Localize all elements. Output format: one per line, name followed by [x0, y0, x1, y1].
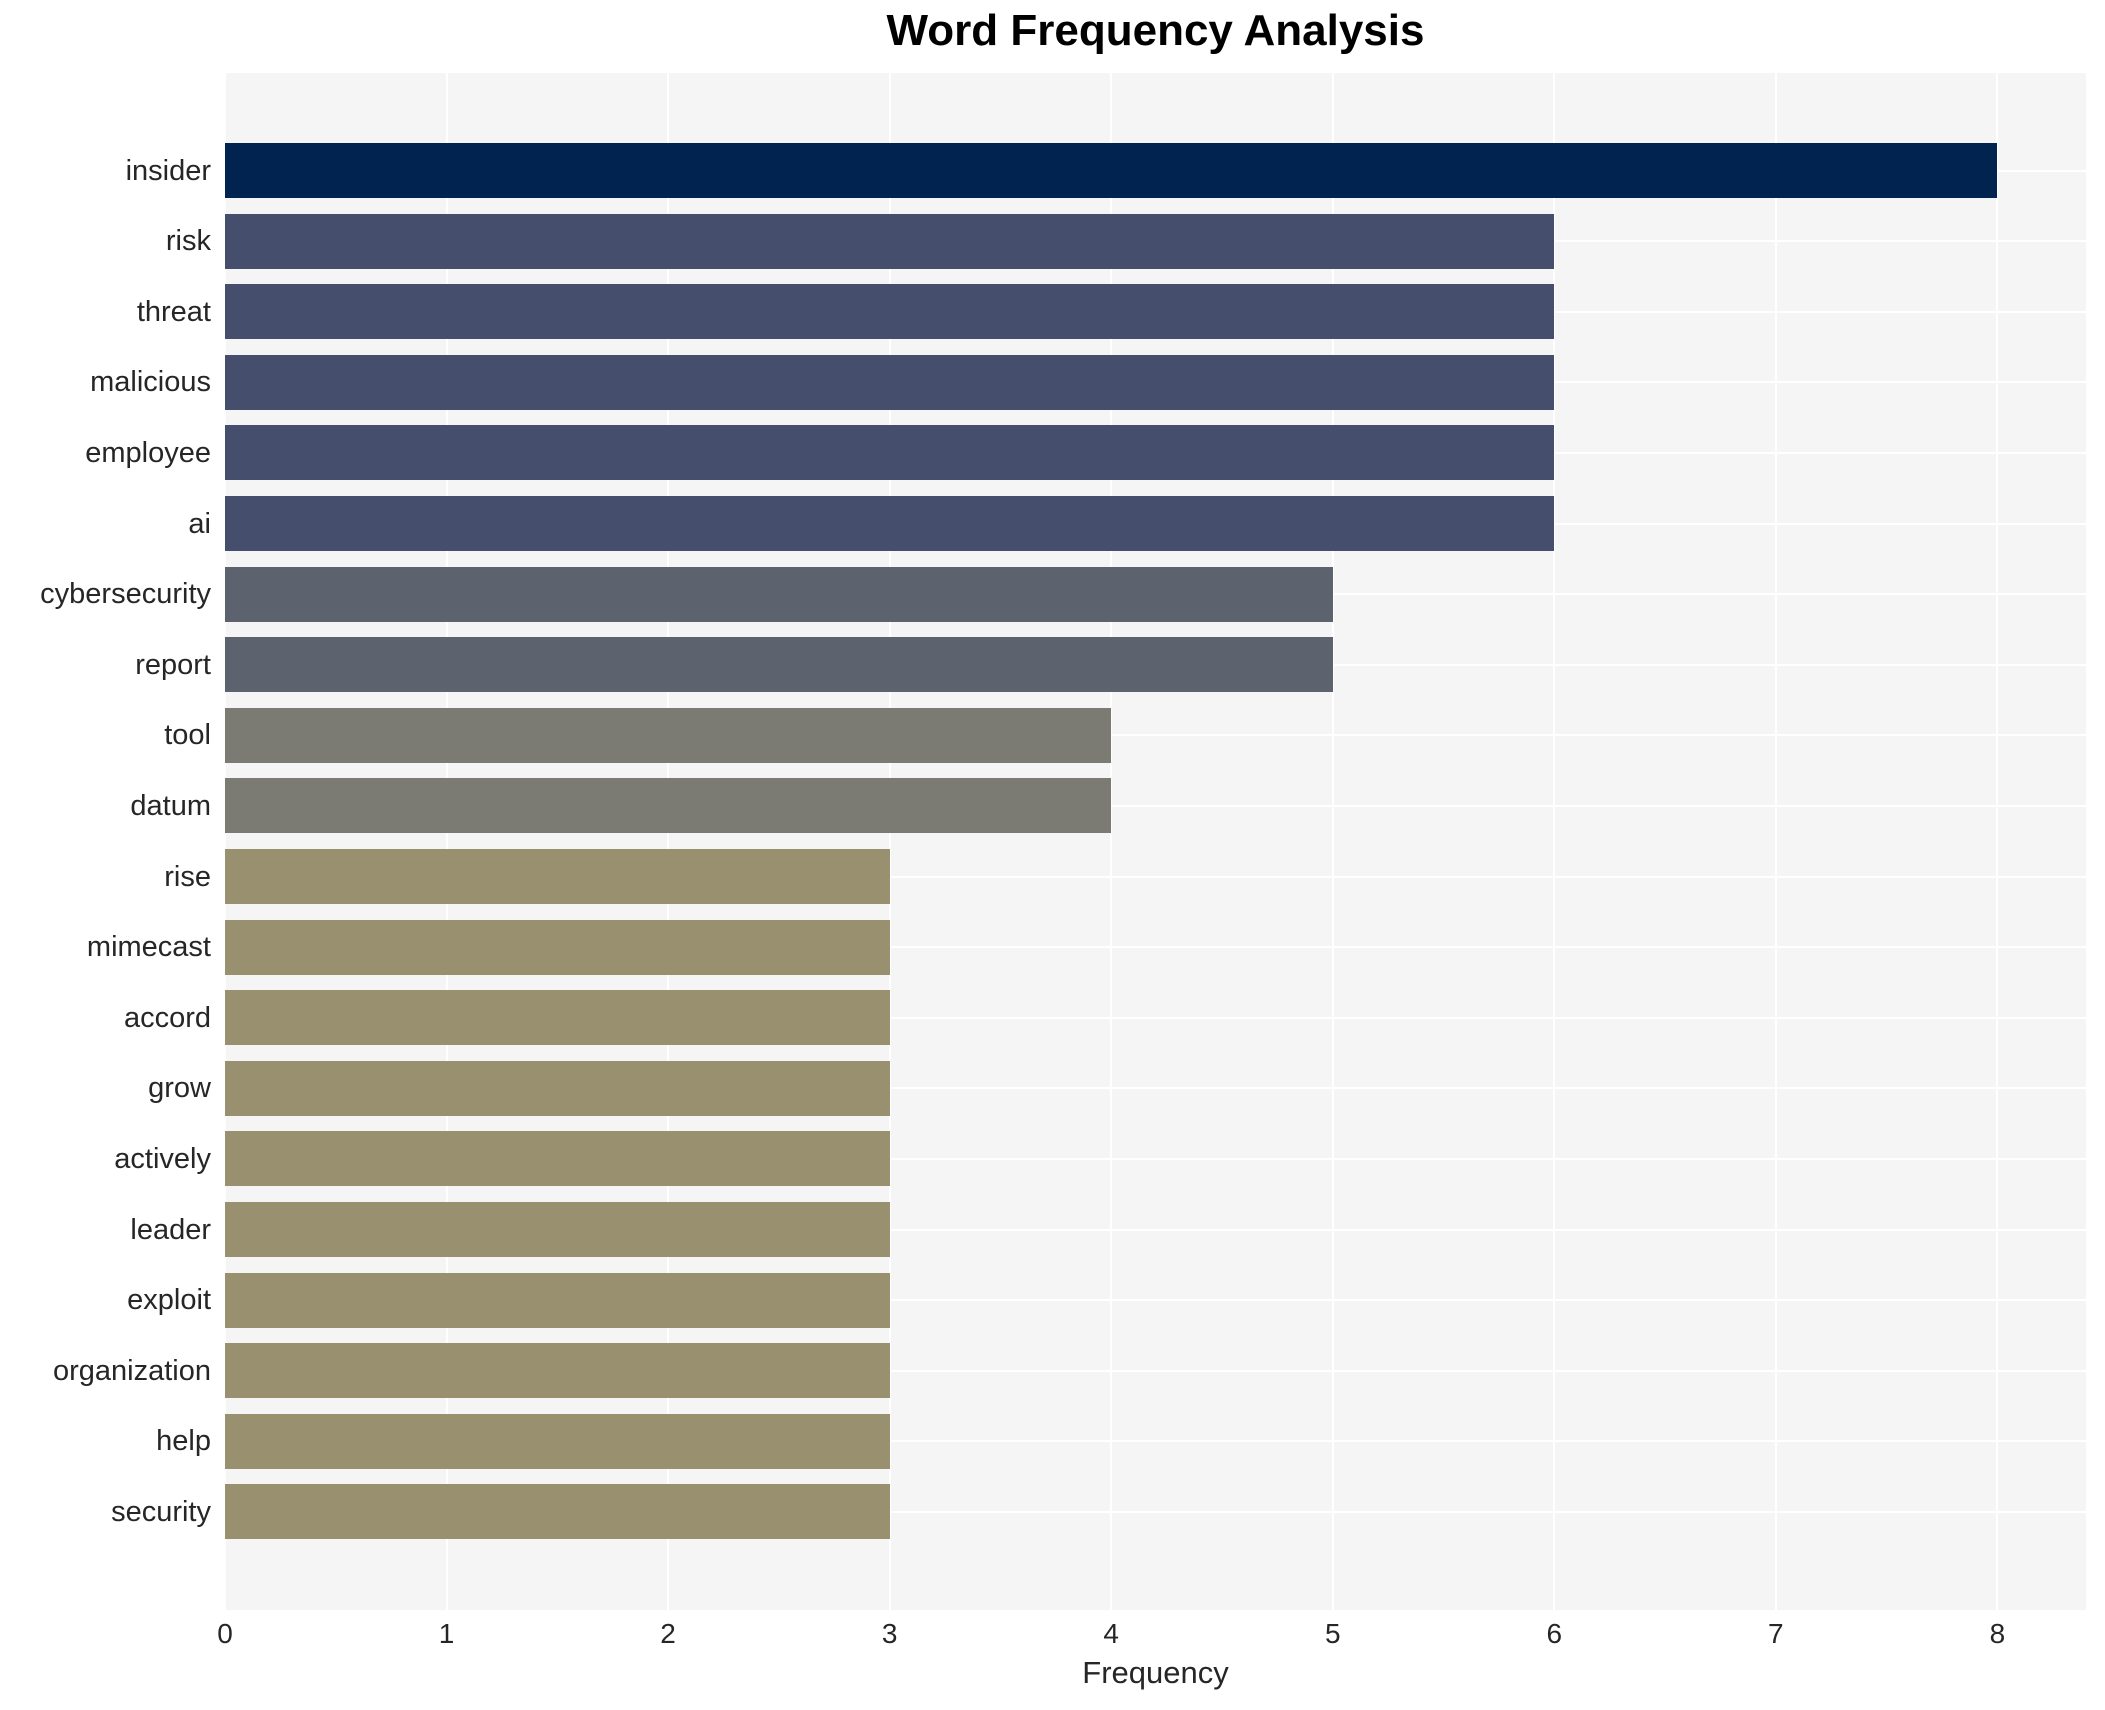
ytick-risk: risk: [165, 225, 211, 258]
x-gridline: [1996, 73, 1999, 1610]
xtick-5: 5: [1324, 1618, 1341, 1649]
xtick-2: 2: [660, 1618, 676, 1649]
x-gridline: [1110, 73, 1113, 1610]
ytick-threat: threat: [136, 295, 211, 328]
ytick-malicious: malicious: [90, 366, 211, 399]
x-gridline: [1331, 73, 1334, 1610]
bar-insider: [225, 143, 1998, 198]
xtick-0: 0: [217, 1618, 233, 1649]
bar-risk: [225, 213, 1555, 269]
y-gridline: [225, 1087, 2086, 1090]
bar-grow: [225, 1060, 890, 1116]
xtick-3: 3: [881, 1618, 898, 1649]
plot-area: [224, 73, 2086, 1610]
bar-tool: [225, 707, 1112, 763]
ytick-insider: insider: [125, 154, 211, 187]
bar-help: [225, 1413, 890, 1469]
ytick-accord: accord: [123, 1001, 211, 1034]
x-gridline: [667, 73, 670, 1610]
xtick-7: 7: [1768, 1618, 1784, 1649]
y-gridline: [225, 1440, 2086, 1443]
x-gridline: [224, 73, 226, 1610]
ytick-tool: tool: [164, 719, 211, 752]
x-gridline: [445, 73, 448, 1610]
xtick-4: 4: [1103, 1618, 1119, 1649]
bar-actively: [225, 1131, 890, 1187]
y-gridline: [225, 946, 2086, 949]
bar-employee: [225, 425, 1555, 481]
bar-rise: [225, 849, 890, 904]
bar-leader: [225, 1202, 890, 1257]
chart-title: Word Frequency Analysis: [886, 6, 1425, 55]
bar-exploit: [225, 1272, 890, 1328]
xtick-8: 8: [1989, 1618, 2006, 1649]
bar-ai: [225, 496, 1555, 551]
ytick-actively: actively: [114, 1142, 211, 1175]
bar-threat: [225, 284, 1555, 340]
y-gridline: [225, 1369, 2086, 1372]
y-gridline: [225, 1299, 2086, 1302]
ytick-ai: ai: [188, 507, 211, 540]
bar-malicious: [225, 354, 1555, 410]
ytick-cybersecurity: cybersecurity: [40, 578, 211, 611]
ytick-employee: employee: [85, 436, 211, 469]
x-gridline: [1553, 73, 1556, 1610]
ytick-exploit: exploit: [127, 1284, 211, 1317]
x-axis-label: Frequency: [1082, 1655, 1229, 1690]
bar-organization: [225, 1343, 890, 1399]
bar-accord: [225, 990, 890, 1046]
ytick-leader: leader: [130, 1213, 211, 1246]
x-gridline: [1774, 73, 1777, 1610]
ytick-rise: rise: [164, 860, 211, 893]
ytick-grow: grow: [148, 1072, 211, 1105]
xtick-6: 6: [1546, 1618, 1563, 1649]
xtick-1: 1: [438, 1618, 455, 1649]
bar-cybersecurity: [225, 566, 1333, 622]
ytick-datum: datum: [130, 789, 211, 822]
y-gridline: [225, 1157, 2086, 1160]
ytick-organization: organization: [53, 1354, 211, 1387]
y-gridline: [225, 1016, 2086, 1019]
x-gridline: [888, 73, 891, 1610]
ytick-security: security: [111, 1495, 211, 1528]
bar-datum: [225, 778, 1112, 834]
ytick-mimecast: mimecast: [86, 931, 211, 964]
bar-mimecast: [225, 919, 890, 975]
y-gridline: [225, 734, 2086, 737]
y-gridline: [225, 804, 2086, 807]
y-gridline: [225, 875, 2086, 878]
ytick-help: help: [156, 1425, 211, 1458]
bar-security: [225, 1484, 890, 1540]
bar-report: [225, 637, 1333, 693]
y-gridline: [225, 1228, 2086, 1231]
y-gridline: [225, 1510, 2086, 1513]
ytick-report: report: [135, 648, 211, 681]
